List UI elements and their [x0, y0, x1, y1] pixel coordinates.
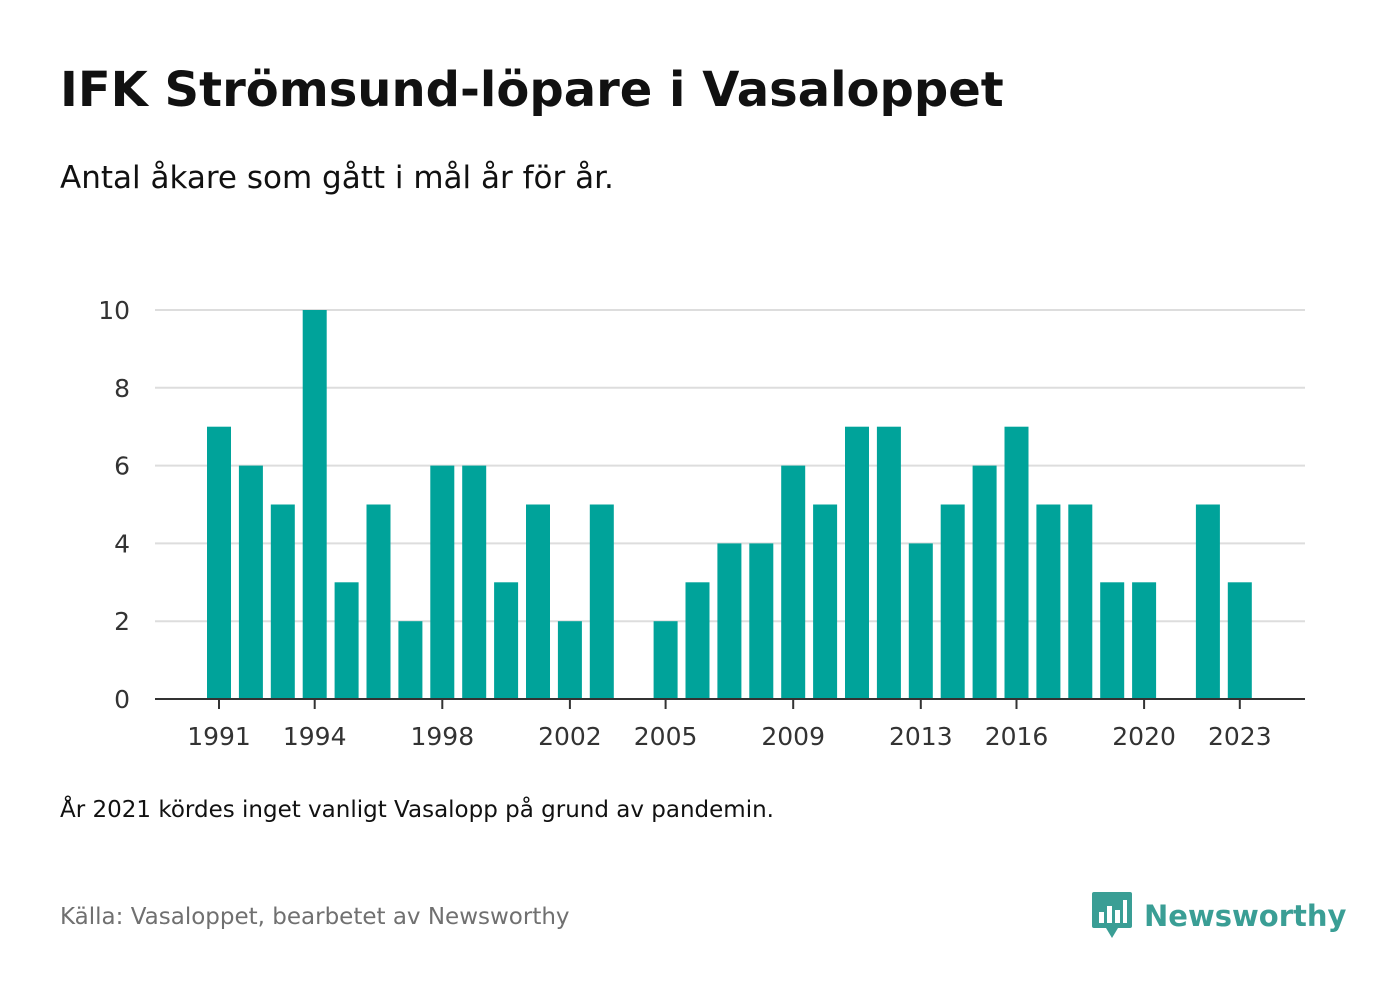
bar-2022	[1195, 504, 1220, 699]
bars	[207, 310, 1252, 699]
x-tick-label: 1994	[283, 722, 347, 751]
bar-2017	[1036, 504, 1061, 699]
bar-1999	[462, 465, 487, 699]
bar-2012	[876, 426, 901, 699]
bar-2019	[1100, 582, 1125, 699]
x-tick-label: 2020	[1112, 722, 1176, 751]
bar-2010	[813, 504, 838, 699]
bar-2013	[908, 543, 933, 699]
bar-1993	[270, 504, 295, 699]
x-tick-label: 2005	[634, 722, 698, 751]
bar-2003	[589, 504, 614, 699]
y-tick-label: 10	[98, 296, 130, 325]
bar-2005	[653, 621, 678, 699]
bar-2008	[749, 543, 774, 699]
bar-2009	[781, 465, 806, 699]
y-tick-label: 8	[114, 374, 130, 403]
bar-2000	[494, 582, 519, 699]
bar-2020	[1132, 582, 1157, 699]
y-tick-label: 0	[114, 685, 130, 714]
bar-2018	[1068, 504, 1093, 699]
brand-name: Newsworthy	[1144, 899, 1347, 933]
x-tick-label: 2013	[889, 722, 953, 751]
y-tick-label: 6	[114, 452, 130, 481]
chart-subtitle: Antal åkare som gått i mål år för år.	[60, 160, 614, 196]
x-tick-label: 2009	[761, 722, 825, 751]
bar-2002	[557, 621, 582, 699]
footnote: År 2021 kördes inget vanligt Vasalopp på…	[60, 797, 774, 823]
brand-logo: Newsworthy	[1090, 890, 1346, 942]
x-tick-label: 1998	[410, 722, 474, 751]
bar-1991	[207, 426, 231, 699]
bar-1996	[366, 504, 391, 699]
bar-1992	[238, 465, 263, 699]
bar-1998	[430, 465, 455, 699]
x-tick-label: 2023	[1208, 722, 1272, 751]
bar-1994	[302, 310, 327, 699]
source-text: Källa: Vasaloppet, bearbetet av Newswort…	[60, 904, 570, 930]
x-tick-label: 1991	[187, 722, 251, 751]
x-tick-label: 2002	[538, 722, 602, 751]
bar-chart-pin-icon	[1092, 892, 1132, 938]
bar-1995	[334, 582, 359, 699]
axes: 0 2 4 6 8 10 1991 1994 1998 2002 2005 2009 2013 2016 2…	[98, 296, 1305, 751]
bar-2016	[1004, 426, 1029, 699]
bar-chart: 0 2 4 6 8 10 1991 1994 1998 2002 2005 2009 2013 2016 2…	[98, 296, 1305, 751]
bar-2014	[940, 504, 965, 699]
x-tick-label: 2016	[985, 722, 1049, 751]
bar-2011	[845, 426, 869, 699]
bar-2006	[685, 582, 710, 699]
chart-title: IFK Strömsund-löpare i Vasaloppet	[60, 62, 1004, 118]
bar-2023	[1227, 582, 1252, 699]
bar-2007	[717, 543, 742, 699]
y-tick-label: 4	[114, 529, 130, 558]
bar-1997	[398, 621, 423, 699]
bar-2015	[972, 465, 997, 699]
bar-2001	[526, 504, 550, 699]
y-tick-label: 2	[114, 607, 130, 636]
